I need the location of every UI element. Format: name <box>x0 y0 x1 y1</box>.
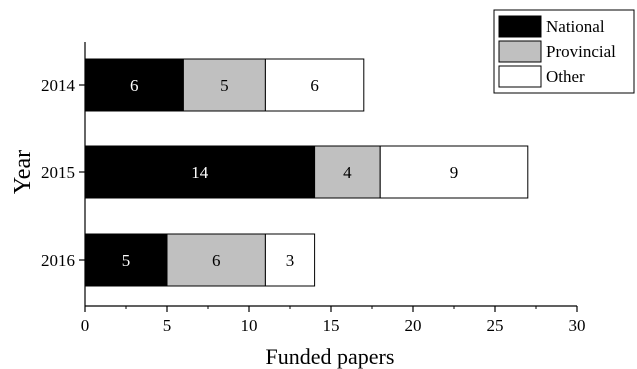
data-label-2016-provincial: 6 <box>212 251 221 270</box>
data-label-2014-other: 6 <box>310 76 319 95</box>
x-tick-label: 25 <box>487 316 504 335</box>
x-tick-label: 20 <box>405 316 422 335</box>
bar-2014-other <box>264 58 365 112</box>
legend: National Provincial Other <box>493 9 635 94</box>
data-label-2015-national: 14 <box>191 163 209 182</box>
bar-2014-provincial <box>182 58 266 112</box>
legend-swatch-national <box>498 15 542 38</box>
bar-2016-national <box>84 233 168 287</box>
x-tick-label: 15 <box>323 316 340 335</box>
x-axis-title: Funded papers <box>266 344 395 369</box>
x-axis: 0 5 10 15 20 25 30 <box>81 305 586 335</box>
x-tick-label: 5 <box>163 316 172 335</box>
legend-label-other: Other <box>546 67 585 86</box>
bar-2015-other <box>379 145 529 199</box>
y-axis-title: Year <box>10 150 36 194</box>
y-tick-label: 2016 <box>41 251 75 270</box>
legend-swatch-provincial <box>498 40 542 63</box>
data-label-2014-national: 6 <box>130 76 139 95</box>
y-tick-label: 2014 <box>41 76 76 95</box>
data-label-2016-other: 3 <box>286 251 295 270</box>
legend-label-provincial: Provincial <box>546 42 616 61</box>
y-axis: 2014 2015 2016 <box>41 42 86 306</box>
data-label-2016-national: 5 <box>122 251 131 270</box>
bar-2016-other <box>264 233 316 287</box>
data-label-2014-provincial: 5 <box>220 76 229 95</box>
y-tick-label: 2015 <box>41 163 75 182</box>
plot-area: 6 5 6 14 4 9 5 6 3 <box>84 58 529 287</box>
legend-swatch-other <box>498 65 542 88</box>
x-tick-label: 10 <box>241 316 258 335</box>
legend-label-national: National <box>546 17 605 36</box>
x-tick-label: 0 <box>81 316 90 335</box>
bar-2015-provincial <box>314 145 381 199</box>
data-label-2015-provincial: 4 <box>343 163 352 182</box>
bar-2014-national <box>84 58 184 112</box>
bar-2016-provincial <box>166 233 266 287</box>
bar-2015-national <box>84 145 316 199</box>
data-label-2015-other: 9 <box>450 163 459 182</box>
x-tick-label: 30 <box>569 316 586 335</box>
